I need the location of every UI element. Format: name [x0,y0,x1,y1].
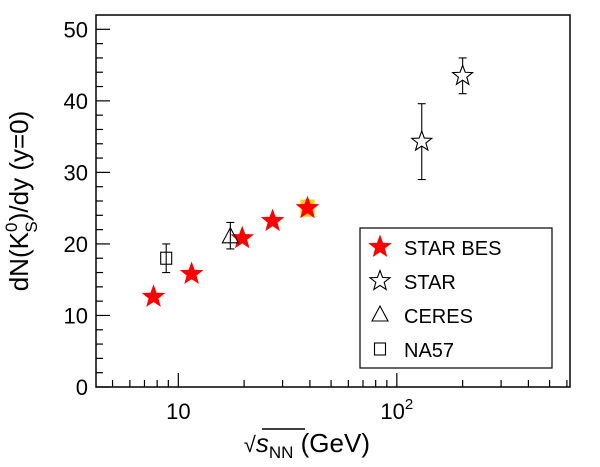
svg-text:√sNN (GeV): √sNN (GeV) [244,428,370,462]
y-axis-label: dN(K0S)/dy (y=0) [2,111,41,292]
legend-markers [368,234,392,356]
y-tick-label: 20 [64,232,88,257]
legend-marker-star [368,268,392,291]
x-axis-label: √sNN (GeV) [244,428,370,462]
data-point-na57 [160,251,173,265]
legend-box [359,227,553,369]
legend-marker-star-bes [368,234,392,258]
legend-label-star-bes: STAR BES [404,238,501,260]
y-tick-label: 0 [76,375,88,400]
legend-label-star: STAR [404,272,456,294]
data-point-star-bes [260,208,285,232]
axis-tick-labels: 0 10 20 30 40 50 10 102 [64,17,414,424]
y-tick-label: 40 [64,89,88,114]
y-tick-label: 50 [64,17,88,42]
data-point-star-bes [179,261,204,285]
data-point-star [451,63,475,86]
data-point-ceres [221,226,240,244]
data-point-star-bes [141,284,166,307]
y-tick-label: 10 [64,303,88,328]
x-tick-label: 102 [380,396,413,424]
legend-label-na57: NA57 [404,340,454,362]
legend-marker-ceres [371,304,389,322]
axis-ticks [96,28,568,388]
data-layer [141,57,475,307]
data-point-star-bes [295,195,320,219]
legend-label-ceres: CERES [404,306,473,328]
y-tick-label: 30 [64,160,88,185]
x-tick-label: 10 [166,399,190,424]
data-point-star [410,129,434,152]
legend-marker-na57 [373,342,387,356]
legend: STAR BES STAR CERES NA57 [359,227,553,369]
